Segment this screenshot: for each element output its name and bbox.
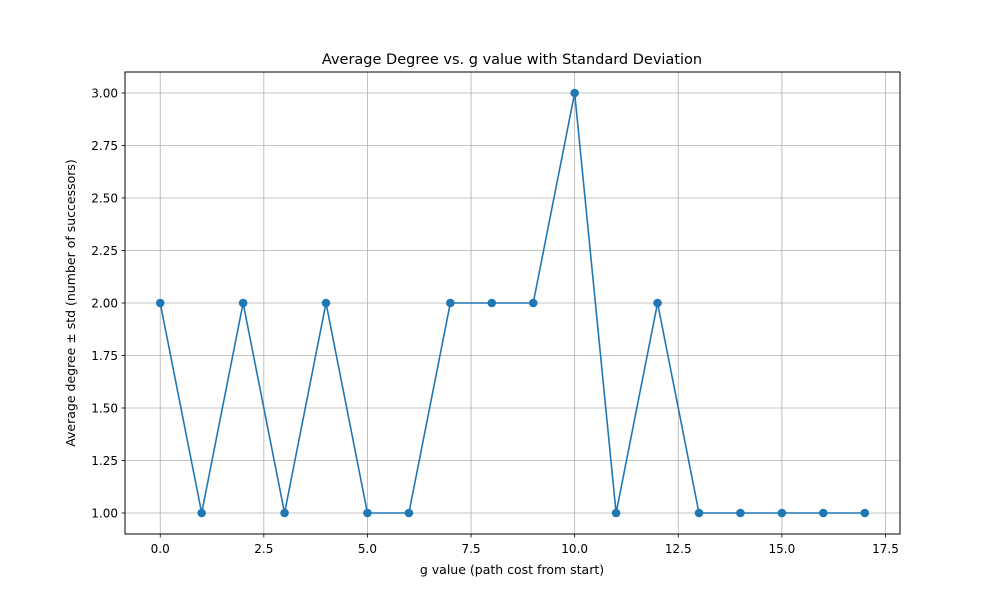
data-point-marker <box>404 508 414 518</box>
y-tick-label: 2.00 <box>91 296 118 310</box>
y-tick-label: 3.00 <box>91 86 118 100</box>
y-tick-label: 1.75 <box>91 349 118 363</box>
data-point-marker <box>736 508 745 518</box>
y-tick-label: 1.00 <box>91 506 118 520</box>
plot-frame <box>124 71 901 535</box>
data-point-marker <box>155 298 165 308</box>
x-tick-label: 0.0 <box>151 542 170 556</box>
data-point-marker <box>694 508 704 518</box>
axis-ticks: 0.0 2.5 5.0 7.5 10.0 12.5 15.0 17.5 1.00 1.25 1.50… <box>91 86 899 556</box>
x-tick-label: 17.5 <box>872 542 899 556</box>
y-tick-label: 2.75 <box>91 139 118 153</box>
data-point-marker <box>653 298 662 308</box>
chart-title: Average Degree vs. g value with Standard… <box>322 52 702 68</box>
data-point-marker <box>528 298 538 308</box>
data-point-marker <box>860 508 870 518</box>
data-point-marker <box>321 298 331 308</box>
y-axis-label: Average degree ± std (number of successo… <box>63 159 78 447</box>
x-axis-label: g value (path cost from start) <box>420 562 604 577</box>
y-tick-label: 2.50 <box>91 191 118 205</box>
data-series <box>155 88 870 518</box>
y-tick-label: 1.25 <box>91 454 118 468</box>
data-point-marker <box>487 298 497 308</box>
x-tick-label: 15.0 <box>769 542 796 556</box>
data-point-marker <box>611 508 621 518</box>
x-tick-label: 5.0 <box>358 542 377 556</box>
data-point-marker <box>777 508 787 518</box>
x-tick-label: 2.5 <box>254 542 273 556</box>
y-tick-label: 2.25 <box>91 244 118 258</box>
data-point-marker <box>570 88 579 98</box>
series-line <box>159 92 865 514</box>
data-point-marker <box>197 508 206 518</box>
data-point-marker <box>363 508 372 518</box>
data-point-marker <box>238 298 248 308</box>
x-tick-label: 10.0 <box>561 542 588 556</box>
data-point-marker <box>446 298 455 308</box>
x-tick-label: 7.5 <box>462 542 481 556</box>
data-point-marker <box>280 508 289 518</box>
x-tick-label: 12.5 <box>665 542 692 556</box>
data-point-marker <box>819 508 828 518</box>
y-tick-label: 1.50 <box>91 401 118 415</box>
